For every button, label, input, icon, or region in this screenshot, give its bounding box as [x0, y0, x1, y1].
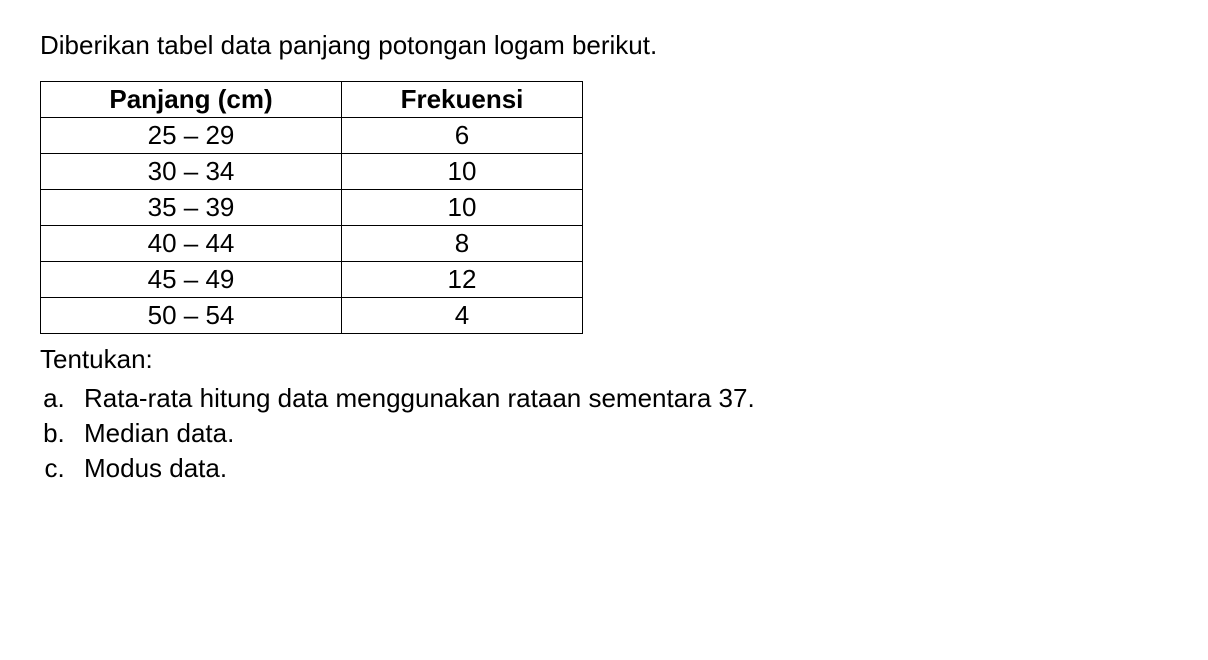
table-row: 25 – 29 6	[41, 118, 583, 154]
question-list: Rata-rata hitung data menggunakan rataan…	[40, 383, 1168, 484]
header-panjang: Panjang (cm)	[41, 82, 342, 118]
table-row: 35 – 39 10	[41, 190, 583, 226]
cell-freq: 4	[342, 298, 583, 334]
cell-freq: 12	[342, 262, 583, 298]
table-row: 40 – 44 8	[41, 226, 583, 262]
tentukan-label: Tentukan:	[40, 344, 1168, 375]
header-frekuensi: Frekuensi	[342, 82, 583, 118]
data-table: Panjang (cm) Frekuensi 25 – 29 6 30 – 34…	[40, 81, 583, 334]
cell-freq: 10	[342, 190, 583, 226]
cell-range: 30 – 34	[41, 154, 342, 190]
table-row: 50 – 54 4	[41, 298, 583, 334]
cell-range: 40 – 44	[41, 226, 342, 262]
cell-range: 45 – 49	[41, 262, 342, 298]
table-row: 45 – 49 12	[41, 262, 583, 298]
question-item: Modus data.	[72, 453, 1168, 484]
question-item: Rata-rata hitung data menggunakan rataan…	[72, 383, 1168, 414]
cell-freq: 6	[342, 118, 583, 154]
question-item: Median data.	[72, 418, 1168, 449]
table-header-row: Panjang (cm) Frekuensi	[41, 82, 583, 118]
cell-range: 35 – 39	[41, 190, 342, 226]
cell-range: 25 – 29	[41, 118, 342, 154]
cell-freq: 8	[342, 226, 583, 262]
intro-text: Diberikan tabel data panjang potongan lo…	[40, 30, 1168, 61]
cell-freq: 10	[342, 154, 583, 190]
cell-range: 50 – 54	[41, 298, 342, 334]
table-row: 30 – 34 10	[41, 154, 583, 190]
